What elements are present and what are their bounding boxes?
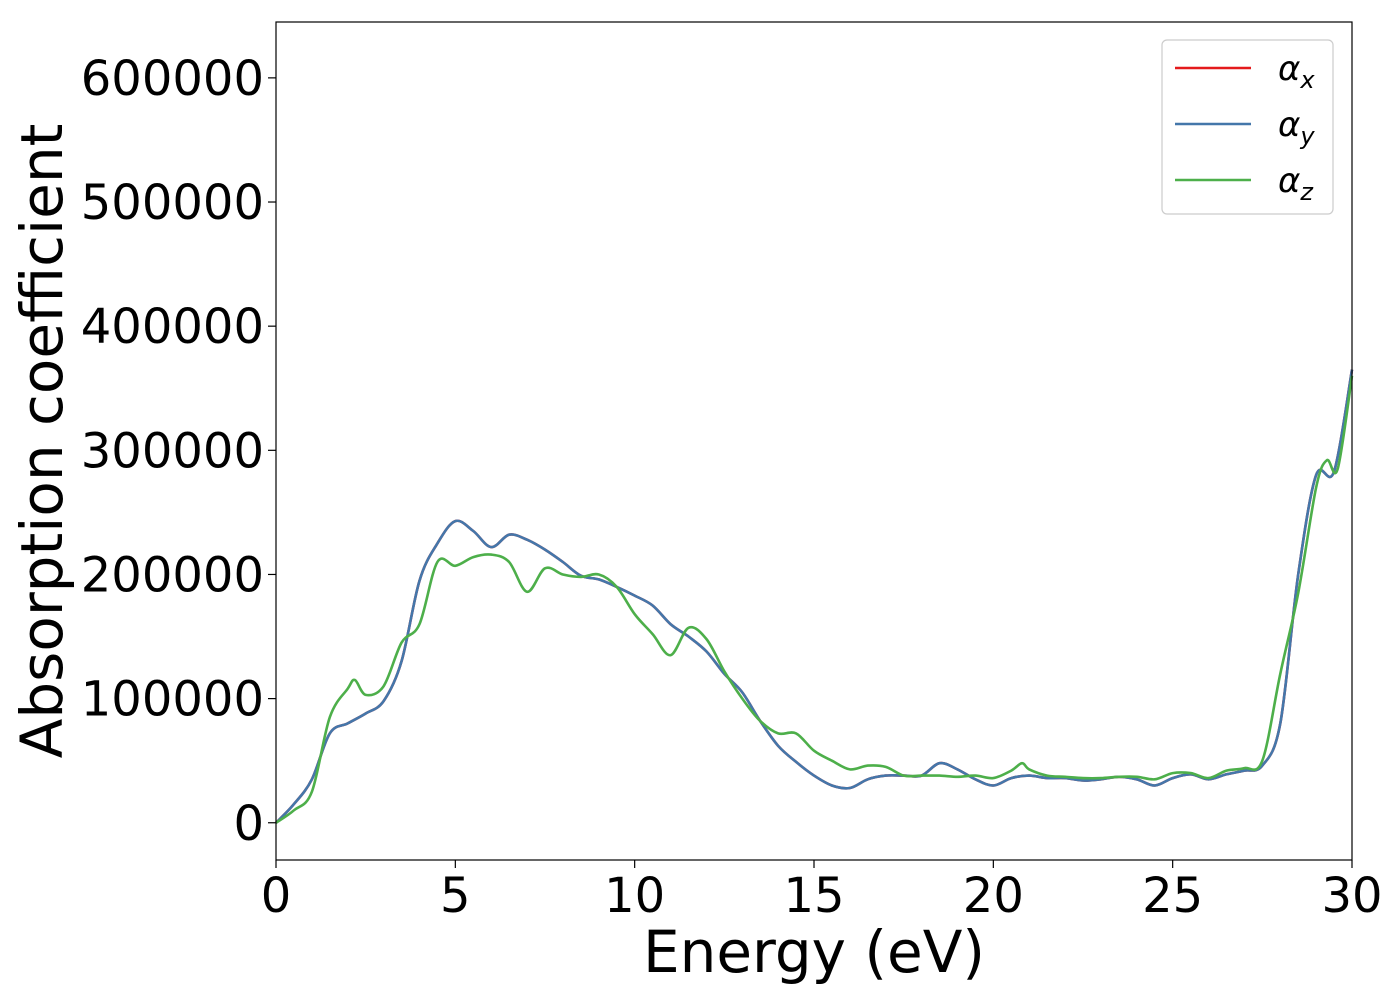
y-tick-label: 100000 <box>81 672 264 728</box>
legend-symbol: α <box>1278 105 1300 145</box>
legend-symbol: α <box>1278 161 1300 201</box>
legend-subscript: z <box>1299 178 1314 206</box>
x-tick-label: 10 <box>604 868 665 924</box>
y-tick-label: 600000 <box>81 51 264 107</box>
legend-subscript: x <box>1299 66 1315 94</box>
series-line-alpha-z <box>275 375 1354 824</box>
y-tick-label: 0 <box>233 796 264 852</box>
y-tick-label: 500000 <box>81 175 264 231</box>
y-tick-label: 400000 <box>81 299 264 355</box>
y-axis-title: Absorption coefficient <box>8 124 76 759</box>
y-tick-label: 300000 <box>81 423 264 479</box>
y-tick-label: 200000 <box>81 547 264 603</box>
x-tick-label: 5 <box>440 868 471 924</box>
series-layer <box>275 369 1354 824</box>
legend-label-alpha-z: αz <box>1278 161 1314 206</box>
x-tick-label: 30 <box>1321 868 1382 924</box>
x-tick-label: 0 <box>261 868 292 924</box>
legend-label-alpha-y: αy <box>1278 105 1315 150</box>
ticks-layer: 0 5 10 15 20 25 30 0 100000 200000 300000 400000 500… <box>81 51 1383 924</box>
legend-symbol: α <box>1278 49 1300 89</box>
x-tick-label: 25 <box>1142 868 1203 924</box>
x-axis-title: Energy (eV) <box>643 918 985 986</box>
x-tick-label: 15 <box>783 868 844 924</box>
legend-frame <box>1161 39 1334 215</box>
legend-label-alpha-x: αx <box>1278 49 1315 94</box>
legend-subscript: y <box>1299 122 1315 150</box>
x-tick-label: 20 <box>963 868 1024 924</box>
